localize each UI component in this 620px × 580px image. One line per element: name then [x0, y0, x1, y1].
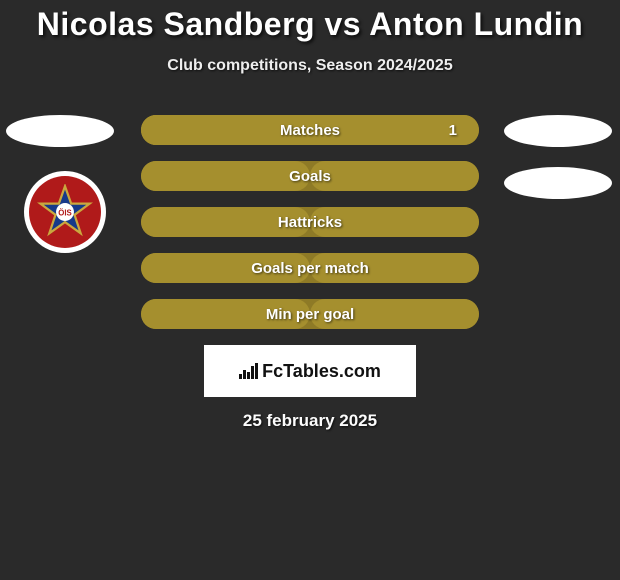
stat-bars: Matches 1 Goals Hattricks Goals per match Min… — [141, 115, 479, 329]
stat-label: Matches — [280, 122, 340, 139]
comparison-card: Nicolas Sandberg vs Anton Lundin Club co… — [0, 0, 620, 431]
svg-text:ÖIS: ÖIS — [58, 208, 72, 217]
stat-bar: Hattricks — [141, 207, 479, 237]
club-badge-inner: ÖIS — [29, 176, 101, 248]
stat-label: Min per goal — [266, 306, 354, 323]
right-oval — [504, 167, 612, 199]
stat-bar-left-fill — [141, 161, 310, 191]
stat-value-right: 1 — [449, 122, 457, 139]
stat-label: Goals per match — [251, 260, 369, 277]
player2-name: Anton Lundin — [369, 6, 583, 42]
right-oval — [504, 115, 612, 147]
stat-bar: Min per goal — [141, 299, 479, 329]
stat-bar-right-fill — [310, 161, 479, 191]
star-icon: ÖIS — [37, 184, 93, 240]
brand-text: FcTables.com — [262, 361, 381, 382]
page-title: Nicolas Sandberg vs Anton Lundin — [0, 6, 620, 43]
stat-label: Hattricks — [278, 214, 342, 231]
player1-name: Nicolas Sandberg — [37, 6, 315, 42]
stats-area: ÖIS Matches 1 Goals Hattricks Goals per matc… — [0, 115, 620, 329]
stat-bar: Goals — [141, 161, 479, 191]
stat-bar: Goals per match — [141, 253, 479, 283]
brand-box: FcTables.com — [204, 345, 416, 397]
subtitle: Club competitions, Season 2024/2025 — [0, 57, 620, 75]
vs-text: vs — [324, 6, 361, 42]
stat-bar: Matches 1 — [141, 115, 479, 145]
date-text: 25 february 2025 — [0, 411, 620, 431]
club-badge-left: ÖIS — [24, 171, 106, 253]
left-oval — [6, 115, 114, 147]
chart-icon — [239, 363, 258, 379]
stat-label: Goals — [289, 168, 331, 185]
